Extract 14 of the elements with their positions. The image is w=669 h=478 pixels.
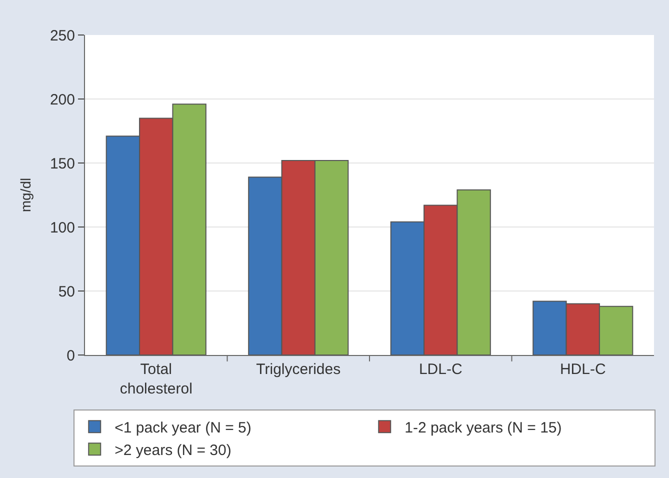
y-tick-label: 200 [50,91,75,108]
y-tick-label: 250 [50,27,75,44]
y-axis-title: mg/dl [18,178,34,212]
y-tick-label: 100 [50,219,75,236]
y-tick-label: 0 [66,347,75,364]
x-tick-label: LDL-C [418,361,462,378]
legend-label: >2 years (N = 30) [114,442,232,459]
x-tick-label: HDL-C [560,361,606,378]
y-tick-label: 50 [58,283,75,300]
legend-label: <1 pack year (N = 5) [114,420,252,436]
x-tick-label: Total cholesterol [120,361,192,398]
legend-label: 1-2 pack years (N = 15) [404,420,562,436]
y-tick-label: 150 [50,155,75,172]
x-tick-label: Triglycerides [256,361,341,378]
